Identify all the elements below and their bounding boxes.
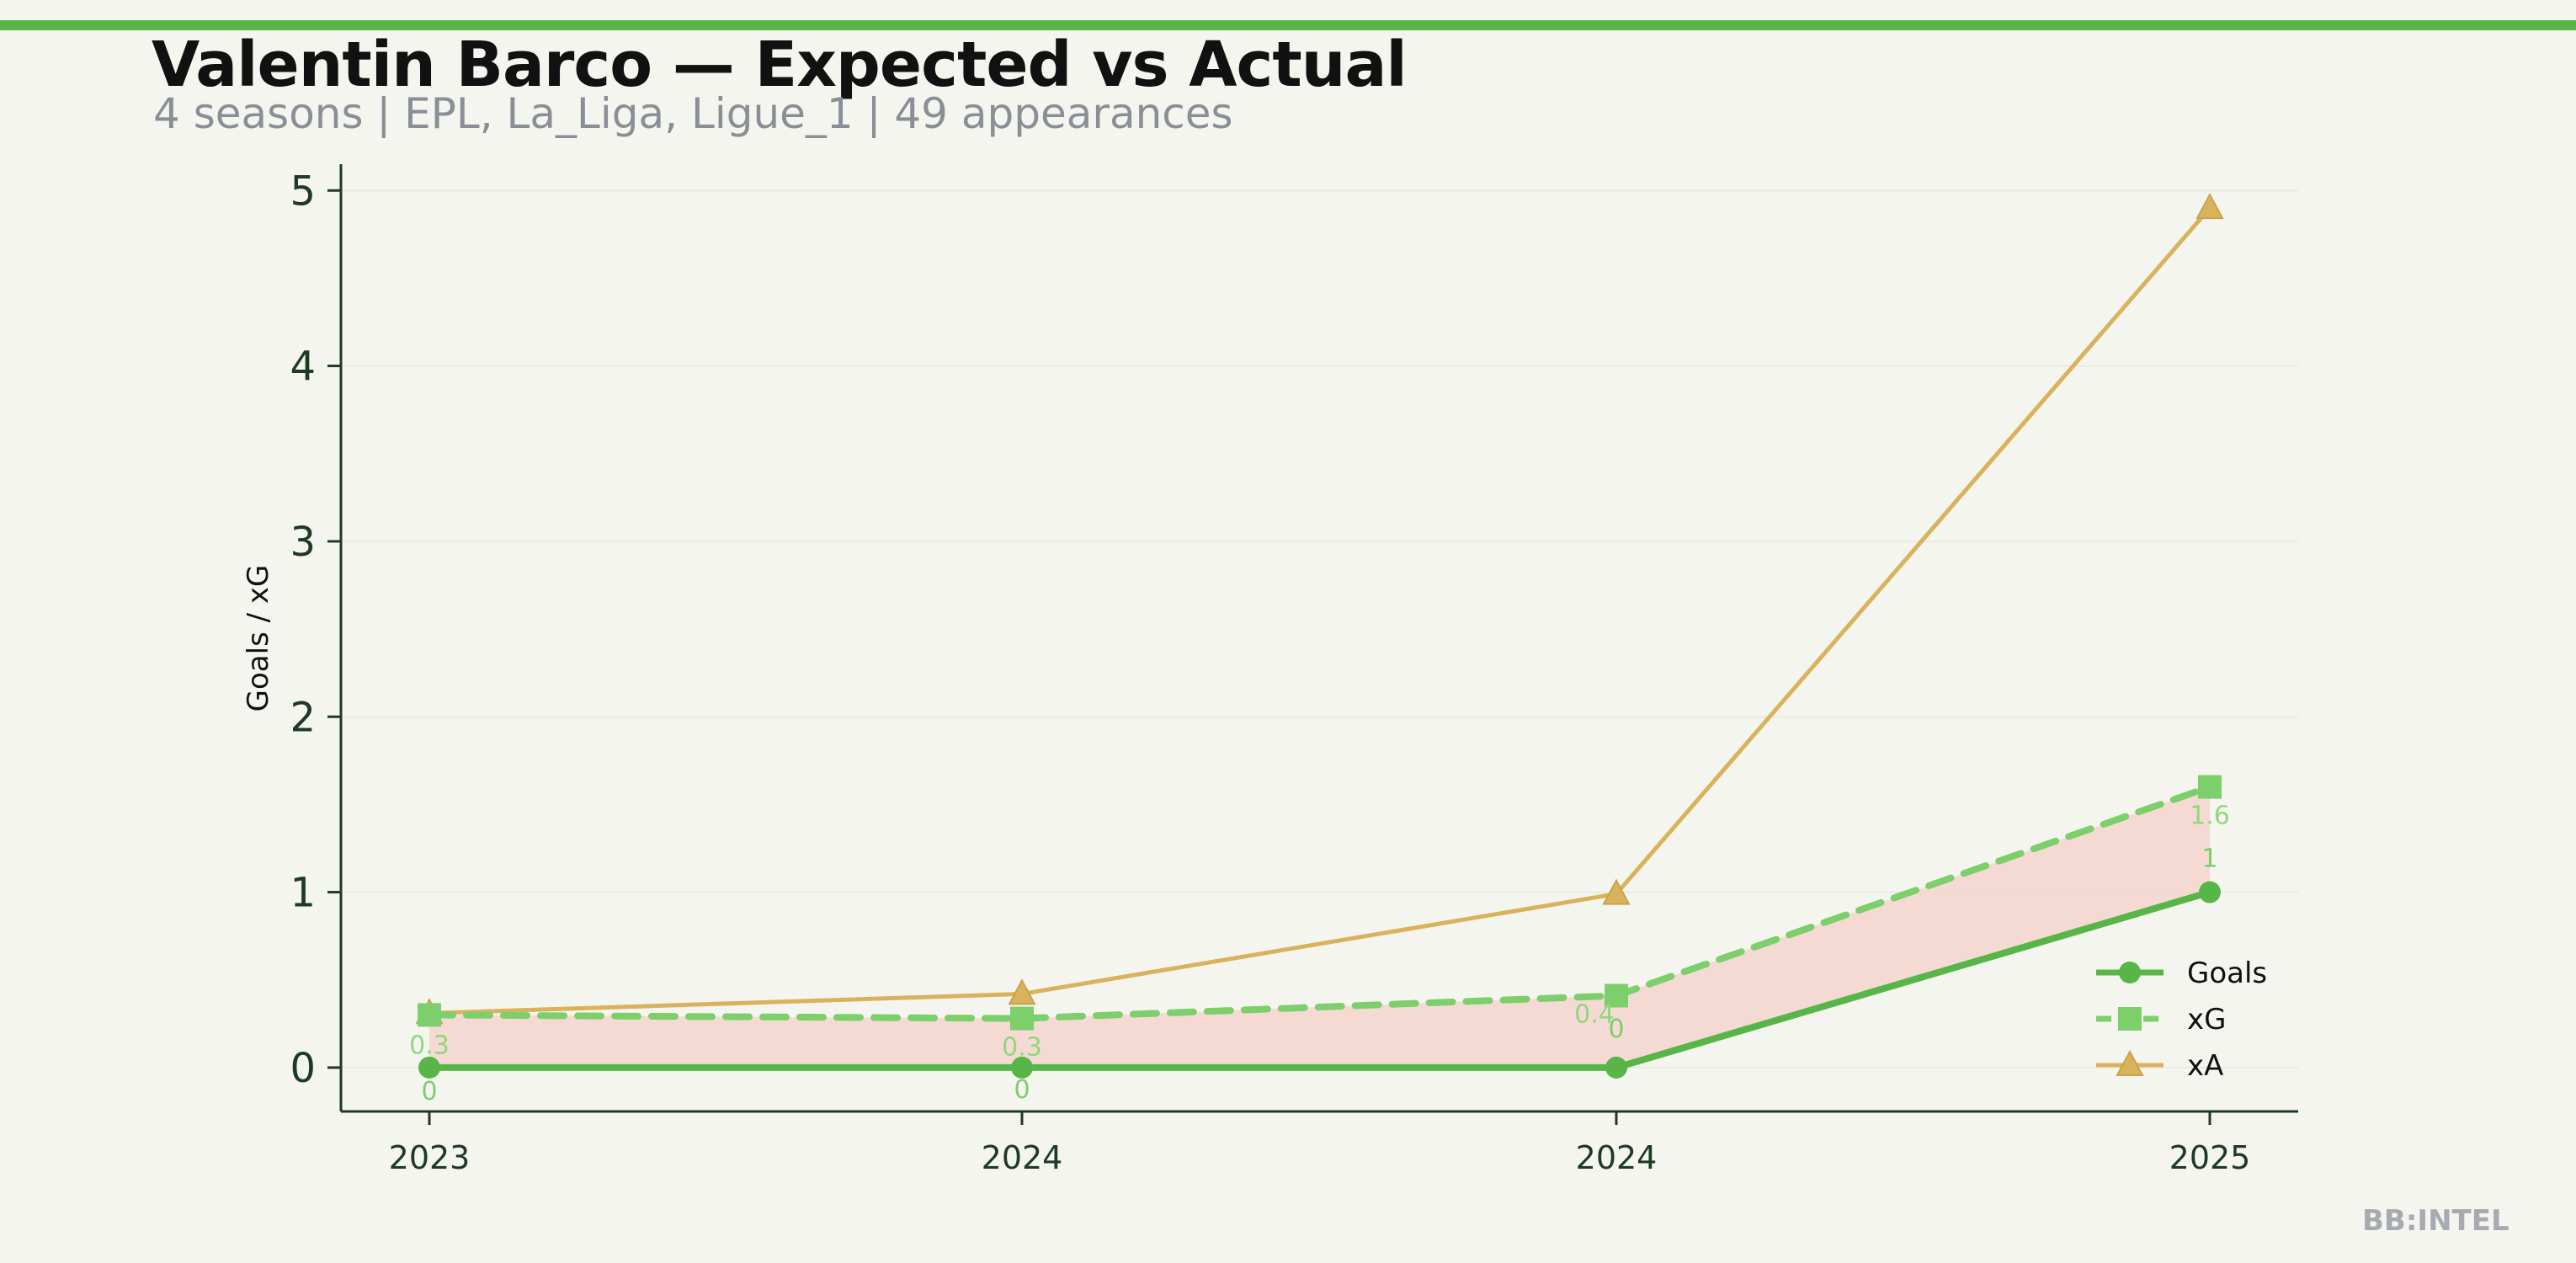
data-label-xg-3: 1.6 (2190, 802, 2230, 831)
point-xg-3 (2198, 775, 2222, 799)
goals-xg-gap-area (429, 786, 2210, 1068)
legend: Goals xG xA (2096, 957, 2267, 1083)
grid (341, 189, 2298, 1068)
watermark: BB:INTEL (2362, 1204, 2509, 1238)
series (415, 192, 2224, 1079)
y-tick-label-2: 2 (290, 694, 316, 741)
axes: 0 1 2 3 4 5 2023 2024 2024 2025 Goals / xG (242, 164, 2298, 1176)
top-accent-bar (0, 20, 2576, 30)
x-tick-label-3: 2025 (2169, 1139, 2251, 1176)
x-tick-label-1: 2024 (982, 1139, 1063, 1176)
point-xg-0 (418, 1003, 441, 1027)
y-axis-label: Goals / xG (242, 565, 275, 712)
data-labels: 0 0 0 1 0.3 0.3 0.4 1.6 (409, 802, 2230, 1106)
chart-subtitle: 4 seasons | EPL, La_Liga, Ligue_1 | 49 a… (153, 89, 1233, 138)
point-goals-1 (1011, 1056, 1033, 1079)
legend-label-goals: Goals (2187, 957, 2267, 990)
data-label-goals-1: 0 (1014, 1075, 1030, 1105)
data-label-xg-1: 0.3 (1002, 1033, 1042, 1063)
point-xa-2 (1602, 878, 1631, 905)
legend-marker-goals (2119, 962, 2141, 983)
series-line-goals (426, 888, 2213, 1071)
legend-label-xg: xG (2187, 1003, 2226, 1037)
fill-area (429, 786, 2210, 1068)
point-xg-2 (1605, 983, 1628, 1008)
series-line-xg (426, 783, 2213, 1022)
data-label-goals-0: 0 (421, 1077, 437, 1106)
y-tick-label-0: 0 (290, 1045, 316, 1092)
data-label-xg-2: 0.4 (1574, 1000, 1615, 1030)
legend-marker-xa (2116, 1049, 2144, 1076)
point-xg-1 (1010, 1006, 1034, 1031)
data-label-goals-3: 1 (2201, 845, 2217, 874)
point-goals-0 (418, 1056, 440, 1079)
y-tick-label-5: 5 (290, 168, 316, 215)
point-goals-2 (1605, 1056, 1627, 1079)
y-tick-label-3: 3 (290, 519, 316, 566)
legend-marker-xg (2118, 1007, 2142, 1031)
x-tick-label-2: 2024 (1576, 1139, 1658, 1176)
series-line-xa (427, 205, 2212, 1015)
data-label-xg-0: 0.3 (409, 1031, 450, 1060)
point-xa-1 (1008, 978, 1036, 1005)
legend-label-xa: xA (2187, 1049, 2223, 1083)
x-tick-label-0: 2023 (389, 1139, 471, 1176)
chart-title: Valentin Barco — Expected vs Actual (152, 29, 1408, 101)
point-xa-3 (2195, 192, 2224, 220)
data-label-goals-2: 0 (1608, 1015, 1624, 1044)
y-tick-label-4: 4 (290, 344, 316, 391)
y-tick-label-1: 1 (290, 870, 316, 917)
point-goals-3 (2199, 881, 2221, 903)
